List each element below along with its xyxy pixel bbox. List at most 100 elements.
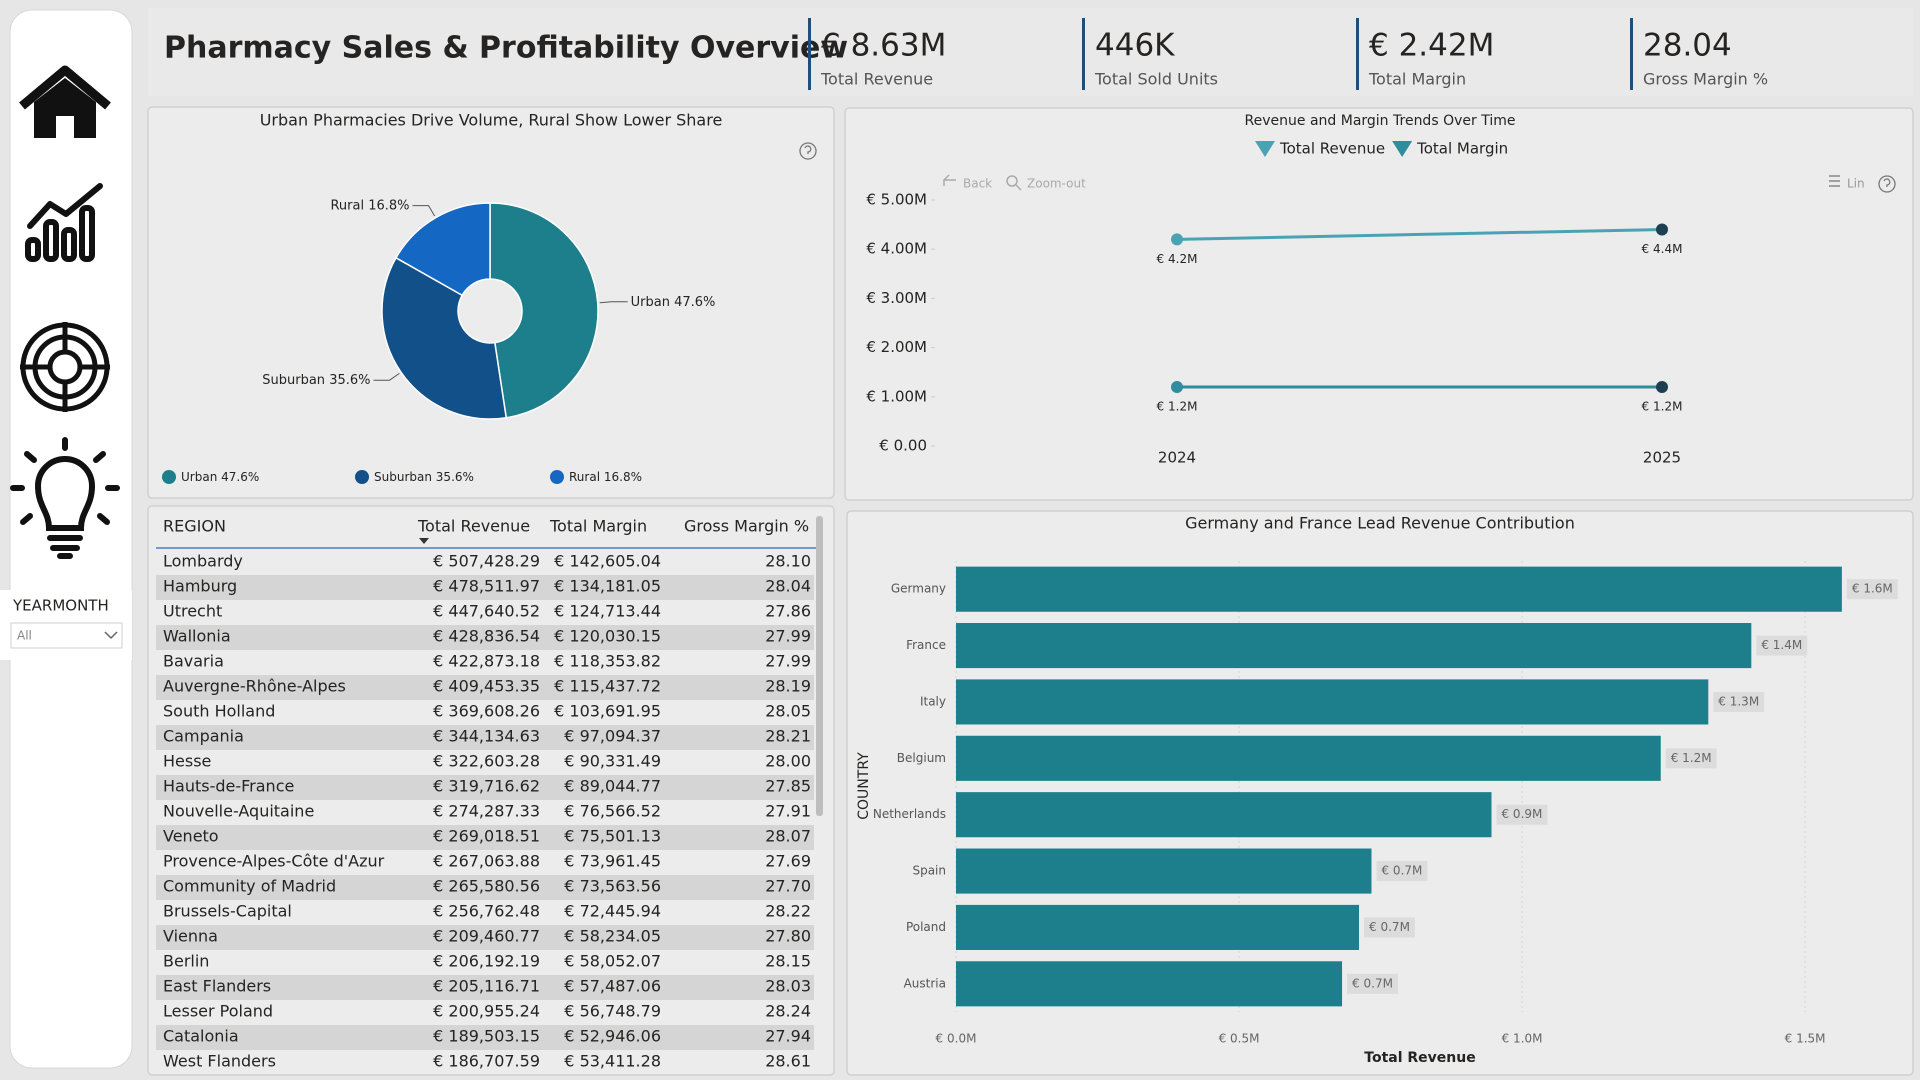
- filter-label: YEARMONTH: [12, 597, 109, 615]
- row-band: [156, 675, 814, 700]
- data-label: € 4.2M: [1157, 252, 1198, 266]
- target-icon[interactable]: [20, 322, 110, 412]
- chart-icon[interactable]: [25, 183, 103, 262]
- legend-label: Suburban 35.6%: [374, 470, 474, 484]
- table-cell: 27.99: [765, 652, 811, 671]
- legend-marker: [550, 470, 564, 484]
- table-cell: € 189,503.15: [433, 1027, 540, 1046]
- line-panel: [844, 107, 1914, 501]
- table-cell: € 56,748.79: [564, 1002, 661, 1021]
- table-cell: € 274,287.33: [433, 802, 540, 821]
- page-title: Pharmacy Sales & Profitability Overview: [164, 31, 848, 66]
- table-cell: € 344,134.63: [433, 727, 540, 746]
- data-point: [1656, 223, 1668, 236]
- table-cell: € 322,603.28: [433, 752, 540, 771]
- data-label: € 0.9M: [1501, 807, 1542, 821]
- kpi-accent: [808, 18, 811, 90]
- list-icon[interactable]: [1829, 175, 1840, 187]
- scale-button[interactable]: Lin: [1847, 177, 1865, 191]
- bar: [956, 623, 1752, 669]
- kpi-value: 446K: [1095, 28, 1175, 64]
- table-cell: € 72,445.94: [564, 902, 661, 921]
- kpi-value: € 8.63M: [821, 28, 946, 64]
- table-cell: € 206,192.19: [433, 952, 540, 971]
- kpi-value: 28.04: [1643, 28, 1732, 64]
- table-cell: € 57,487.06: [564, 977, 661, 996]
- table-cell: € 369,608.26: [433, 702, 540, 721]
- scrollbar[interactable]: [816, 516, 823, 816]
- table-cell: € 200,955.24: [433, 1002, 540, 1021]
- legend-label: Rural 16.8%: [569, 470, 642, 484]
- slice-label: Rural 16.8%: [330, 198, 409, 213]
- y-tick-label: Netherlands: [873, 807, 946, 821]
- y-tick-label: € 2.00M: [866, 338, 927, 356]
- home-icon[interactable]: [19, 65, 111, 138]
- table-cell: € 76,566.52: [564, 802, 661, 821]
- table-cell: € 58,234.05: [564, 927, 661, 946]
- zoom-out-button[interactable]: Zoom-out: [1027, 177, 1086, 191]
- table-cell: € 52,946.06: [564, 1027, 661, 1046]
- table-cell: € 269,018.51: [433, 827, 540, 846]
- data-label-bg: [1665, 748, 1717, 769]
- y-tick-label: € 1.00M: [866, 387, 927, 405]
- legend-marker: [355, 470, 369, 484]
- filter-value[interactable]: All: [17, 629, 32, 643]
- kpi-group: € 8.63M Total Revenue 446K Total Sold Units…: [808, 18, 1768, 90]
- table-cell: Berlin: [163, 952, 209, 971]
- back-button[interactable]: Back: [963, 177, 992, 191]
- y-tick-label: Austria: [904, 976, 946, 990]
- slice-category: Suburban: [262, 373, 325, 388]
- table-cell: 27.99: [765, 627, 811, 646]
- kpi-label: Total Margin: [1368, 70, 1466, 89]
- table-cell: € 124,713.44: [554, 602, 661, 621]
- series-line: [1176, 228, 1663, 241]
- bar: [956, 735, 1661, 781]
- y-tick-label: Germany: [891, 582, 946, 596]
- leader-line: [412, 205, 436, 217]
- bar: [956, 679, 1709, 725]
- table-cell: € 319,716.62: [433, 777, 540, 796]
- bar: [956, 792, 1492, 838]
- leader-line: [373, 372, 400, 381]
- table-cell: Hauts-de-France: [163, 777, 294, 796]
- table-cell: Auvergne-Rhône-Alpes: [163, 677, 346, 696]
- table-cell: 28.05: [765, 702, 811, 721]
- row-band: [156, 1025, 814, 1050]
- data-label: € 1.4M: [1761, 638, 1802, 652]
- data-label: € 0.7M: [1381, 864, 1422, 878]
- x-tick-label: 2024: [1158, 449, 1196, 467]
- table-cell: 28.61: [765, 1052, 811, 1071]
- donut-panel: [147, 106, 835, 499]
- row-band: [156, 925, 814, 950]
- table-cell: Catalonia: [163, 1027, 239, 1046]
- table-cell: € 134,181.05: [554, 577, 661, 596]
- row-band: [156, 725, 814, 750]
- zoom-icon: [1006, 175, 1022, 191]
- table-cell: € 75,501.13: [564, 827, 661, 846]
- filter-dropdown[interactable]: [10, 622, 123, 649]
- table-cell: € 118,353.82: [554, 652, 661, 671]
- help-icon[interactable]: [799, 142, 1896, 193]
- bar: [956, 904, 1360, 950]
- table-cell: 27.94: [765, 1027, 811, 1046]
- table-header: REGION: [163, 517, 226, 536]
- bar: [956, 961, 1343, 1007]
- data-label-bg: [1347, 973, 1398, 994]
- bulb-icon[interactable]: [10, 437, 120, 559]
- table-cell: 28.15: [765, 952, 811, 971]
- table-cell: Utrecht: [163, 602, 222, 621]
- table-cell: € 267,063.88: [433, 852, 540, 871]
- slice-value: 47.6%: [674, 294, 715, 309]
- data-label: € 0.7M: [1352, 976, 1393, 990]
- slice-category: Rural: [330, 198, 364, 213]
- table-cell: € 186,707.59: [433, 1052, 540, 1071]
- row-band: [156, 825, 814, 850]
- table-cell: 27.86: [765, 602, 811, 621]
- table-cell: € 507,428.29: [433, 552, 540, 571]
- leader-line: [599, 301, 628, 304]
- x-tick-label: 2025: [1643, 449, 1681, 467]
- legend-category: Urban: [181, 470, 217, 484]
- row-band: [156, 875, 814, 900]
- data-label-bg: [1364, 917, 1415, 938]
